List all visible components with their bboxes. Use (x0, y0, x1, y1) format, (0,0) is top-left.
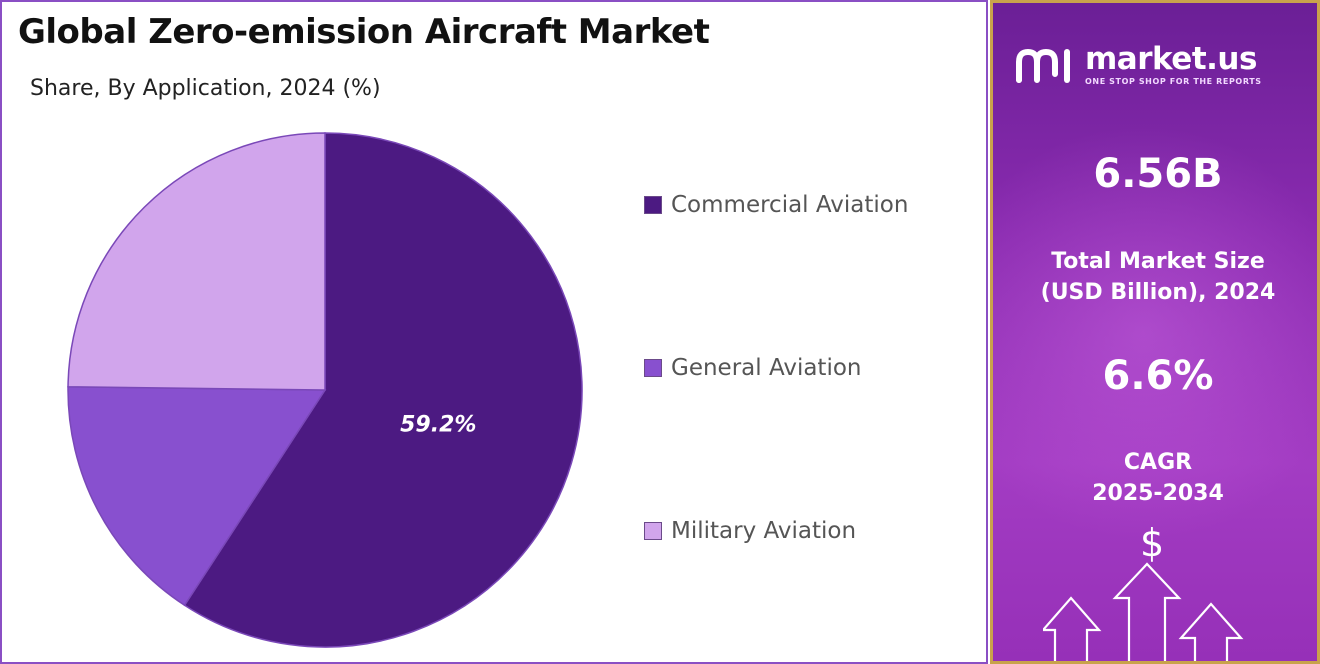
market-size-label-line2: (USD Billion), 2024 (1040, 280, 1276, 305)
pie-slice-military-aviation (67, 132, 326, 391)
chart-panel: Global Zero-emission Aircraft Market Sha… (0, 0, 988, 664)
brand-logo: market.us ONE STOP SHOP FOR THE REPORTS (1015, 43, 1262, 86)
info-sidebar: market.us ONE STOP SHOP FOR THE REPORTS … (990, 0, 1320, 664)
brand-name: market.us (1085, 41, 1257, 77)
market-us-logo-icon (1016, 48, 1070, 83)
pie-chart: 59.2% (67, 132, 583, 648)
legend-label: General Aviation (671, 355, 862, 381)
chart-subtitle: Share, By Application, 2024 (%) (30, 76, 381, 101)
legend-swatch (644, 522, 662, 540)
pie-data-label: 59.2% (400, 413, 476, 438)
market-size-label-line1: Total Market Size (1051, 249, 1265, 274)
legend-item-general-aviation: General Aviation (644, 355, 862, 381)
market-size-value: 6.56B (1093, 151, 1223, 197)
legend-swatch (644, 196, 662, 214)
background-glow (993, 123, 1317, 543)
legend-item-commercial-aviation: Commercial Aviation (644, 192, 908, 218)
pie-slice-commercial-aviation (183, 132, 583, 648)
growth-arrows-icon (1043, 562, 1244, 661)
cagr-label-line2: 2025-2034 (1092, 481, 1224, 506)
cagr-value: 6.6% (1102, 353, 1214, 399)
brand-tagline: ONE STOP SHOP FOR THE REPORTS (1085, 77, 1262, 86)
legend-label: Military Aviation (671, 518, 857, 544)
chart-title: Global Zero-emission Aircraft Market (18, 12, 710, 52)
cagr-label-line1: CAGR (1123, 450, 1193, 475)
legend-label: Commercial Aviation (671, 192, 909, 218)
pie-slices (67, 132, 583, 648)
pie-labels: 59.2% (400, 413, 476, 438)
dollar-icon: $ (1140, 521, 1165, 565)
legend-item-military-aviation: Military Aviation (644, 518, 856, 544)
legend-swatch (644, 359, 662, 377)
pie-slice-general-aviation (67, 386, 327, 607)
